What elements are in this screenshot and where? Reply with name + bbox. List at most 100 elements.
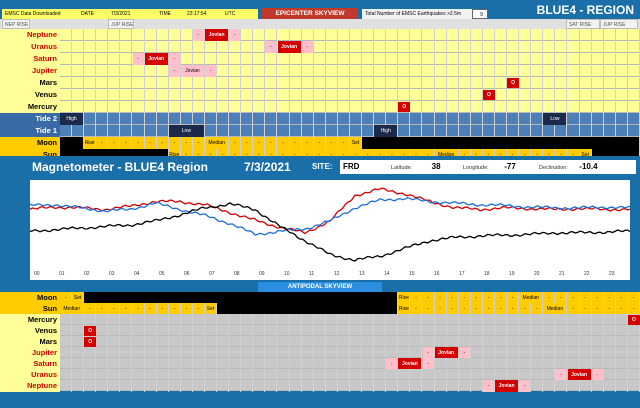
grid-cell (507, 358, 520, 370)
grid-cell (398, 314, 411, 326)
grid-cell (338, 53, 350, 65)
anti-sun-row: Sun Median - - - - - - - - - - Set Rise - - - - - - - - - - - Med… (0, 303, 640, 315)
grid-cell (459, 113, 471, 125)
event-median: Median (60, 303, 85, 315)
grid-cell (447, 101, 459, 113)
grid-cell (555, 336, 568, 348)
grid-cell (362, 41, 375, 53)
grid-cell (302, 369, 314, 381)
grid-cell (72, 101, 85, 113)
grid-cell (555, 53, 568, 65)
grid-cell (229, 113, 242, 125)
grid-cell (543, 369, 556, 381)
grid-cell (314, 358, 326, 370)
x-tick-label: 16 (434, 271, 440, 277)
row-label: Mars (0, 336, 60, 348)
event-: - (531, 303, 544, 315)
grid-cell (435, 336, 447, 348)
grid-cell (169, 336, 181, 348)
grid-cell (568, 89, 580, 101)
x-tick-label: 23 (609, 271, 615, 277)
grid-cell (84, 41, 97, 53)
event-: - (567, 292, 580, 304)
event-: - (543, 292, 556, 304)
grid-cell (314, 325, 326, 337)
grid-cell (314, 336, 326, 348)
grid-cell (483, 358, 495, 370)
grid-cell (386, 65, 399, 77)
row-label: Uranus (0, 369, 60, 381)
grid-cell (531, 65, 544, 77)
grid-cell (374, 89, 387, 101)
event-: - (205, 65, 218, 77)
grid-cell (568, 53, 580, 65)
row-cells: Rise - - - - - - - - - Median - - - - - - - - - - Set (60, 137, 640, 149)
grid-cell (84, 347, 97, 359)
grid-cell (580, 336, 592, 348)
grid-cell (410, 314, 423, 326)
grid-cell (350, 314, 363, 326)
grid-cell (362, 101, 375, 113)
grid-cell (133, 65, 145, 77)
magnetometer-title: Magnetometer - BLUE4 Region (32, 160, 209, 174)
epi-row-neptune: Neptune - Jovian - (0, 29, 640, 41)
grid-cell (241, 41, 254, 53)
grid-cell (628, 369, 640, 381)
grid-cell (604, 41, 616, 53)
grid-cell (531, 314, 544, 326)
grid-cell (471, 325, 483, 337)
event-cell (84, 292, 399, 304)
grid-cell (483, 101, 495, 113)
grid-cell (519, 125, 532, 137)
grid-cell (628, 113, 640, 125)
grid-cell (519, 336, 532, 348)
event-: - (470, 303, 483, 315)
grid-cell (338, 29, 350, 41)
grid-cell (133, 380, 145, 392)
grid-cell (592, 101, 604, 113)
grid-cell (217, 347, 230, 359)
grid-cell (169, 113, 181, 125)
grid-cell (459, 325, 471, 337)
grid-cell (580, 41, 592, 53)
grid-cell (555, 65, 568, 77)
grid-cell (193, 53, 205, 65)
epicenter-skyview-button[interactable]: EPICENTER SKYVIEW (262, 8, 358, 20)
event-: - (446, 303, 459, 315)
grid-cell (302, 314, 314, 326)
grid-cell (616, 101, 628, 113)
grid-cell (447, 369, 459, 381)
event-: - (241, 137, 254, 149)
grid-cell (398, 65, 411, 77)
row-label: Sun (0, 303, 60, 315)
event-jovian: Jovian (398, 358, 423, 370)
event-: - (265, 41, 278, 53)
grid-cell (278, 325, 290, 337)
grid-cell (60, 314, 73, 326)
grid-cell (133, 358, 145, 370)
grid-cell (471, 358, 483, 370)
grid-cell (580, 380, 592, 392)
grid-cell (592, 325, 604, 337)
grid-cell (362, 314, 375, 326)
grid-cell (362, 65, 375, 77)
grid-cell (290, 77, 302, 89)
grid-cell (350, 89, 363, 101)
grid-cell (241, 65, 254, 77)
grid-cell (145, 29, 157, 41)
grid-cell (338, 101, 350, 113)
grid-cell (423, 336, 435, 348)
antipodal-skyview-button[interactable]: ANTIPODAL SKYVIEW (258, 282, 382, 292)
grid-cell (410, 380, 423, 392)
grid-cell (507, 369, 520, 381)
event-: - (156, 137, 169, 149)
grid-cell (290, 380, 302, 392)
grid-cell (568, 336, 580, 348)
grid-cell (96, 314, 109, 326)
grid-cell (507, 53, 520, 65)
event-: - (180, 137, 193, 149)
grid-cell (181, 113, 193, 125)
grid-cell (229, 101, 242, 113)
grid-cell (338, 358, 350, 370)
event-: - (120, 303, 133, 315)
